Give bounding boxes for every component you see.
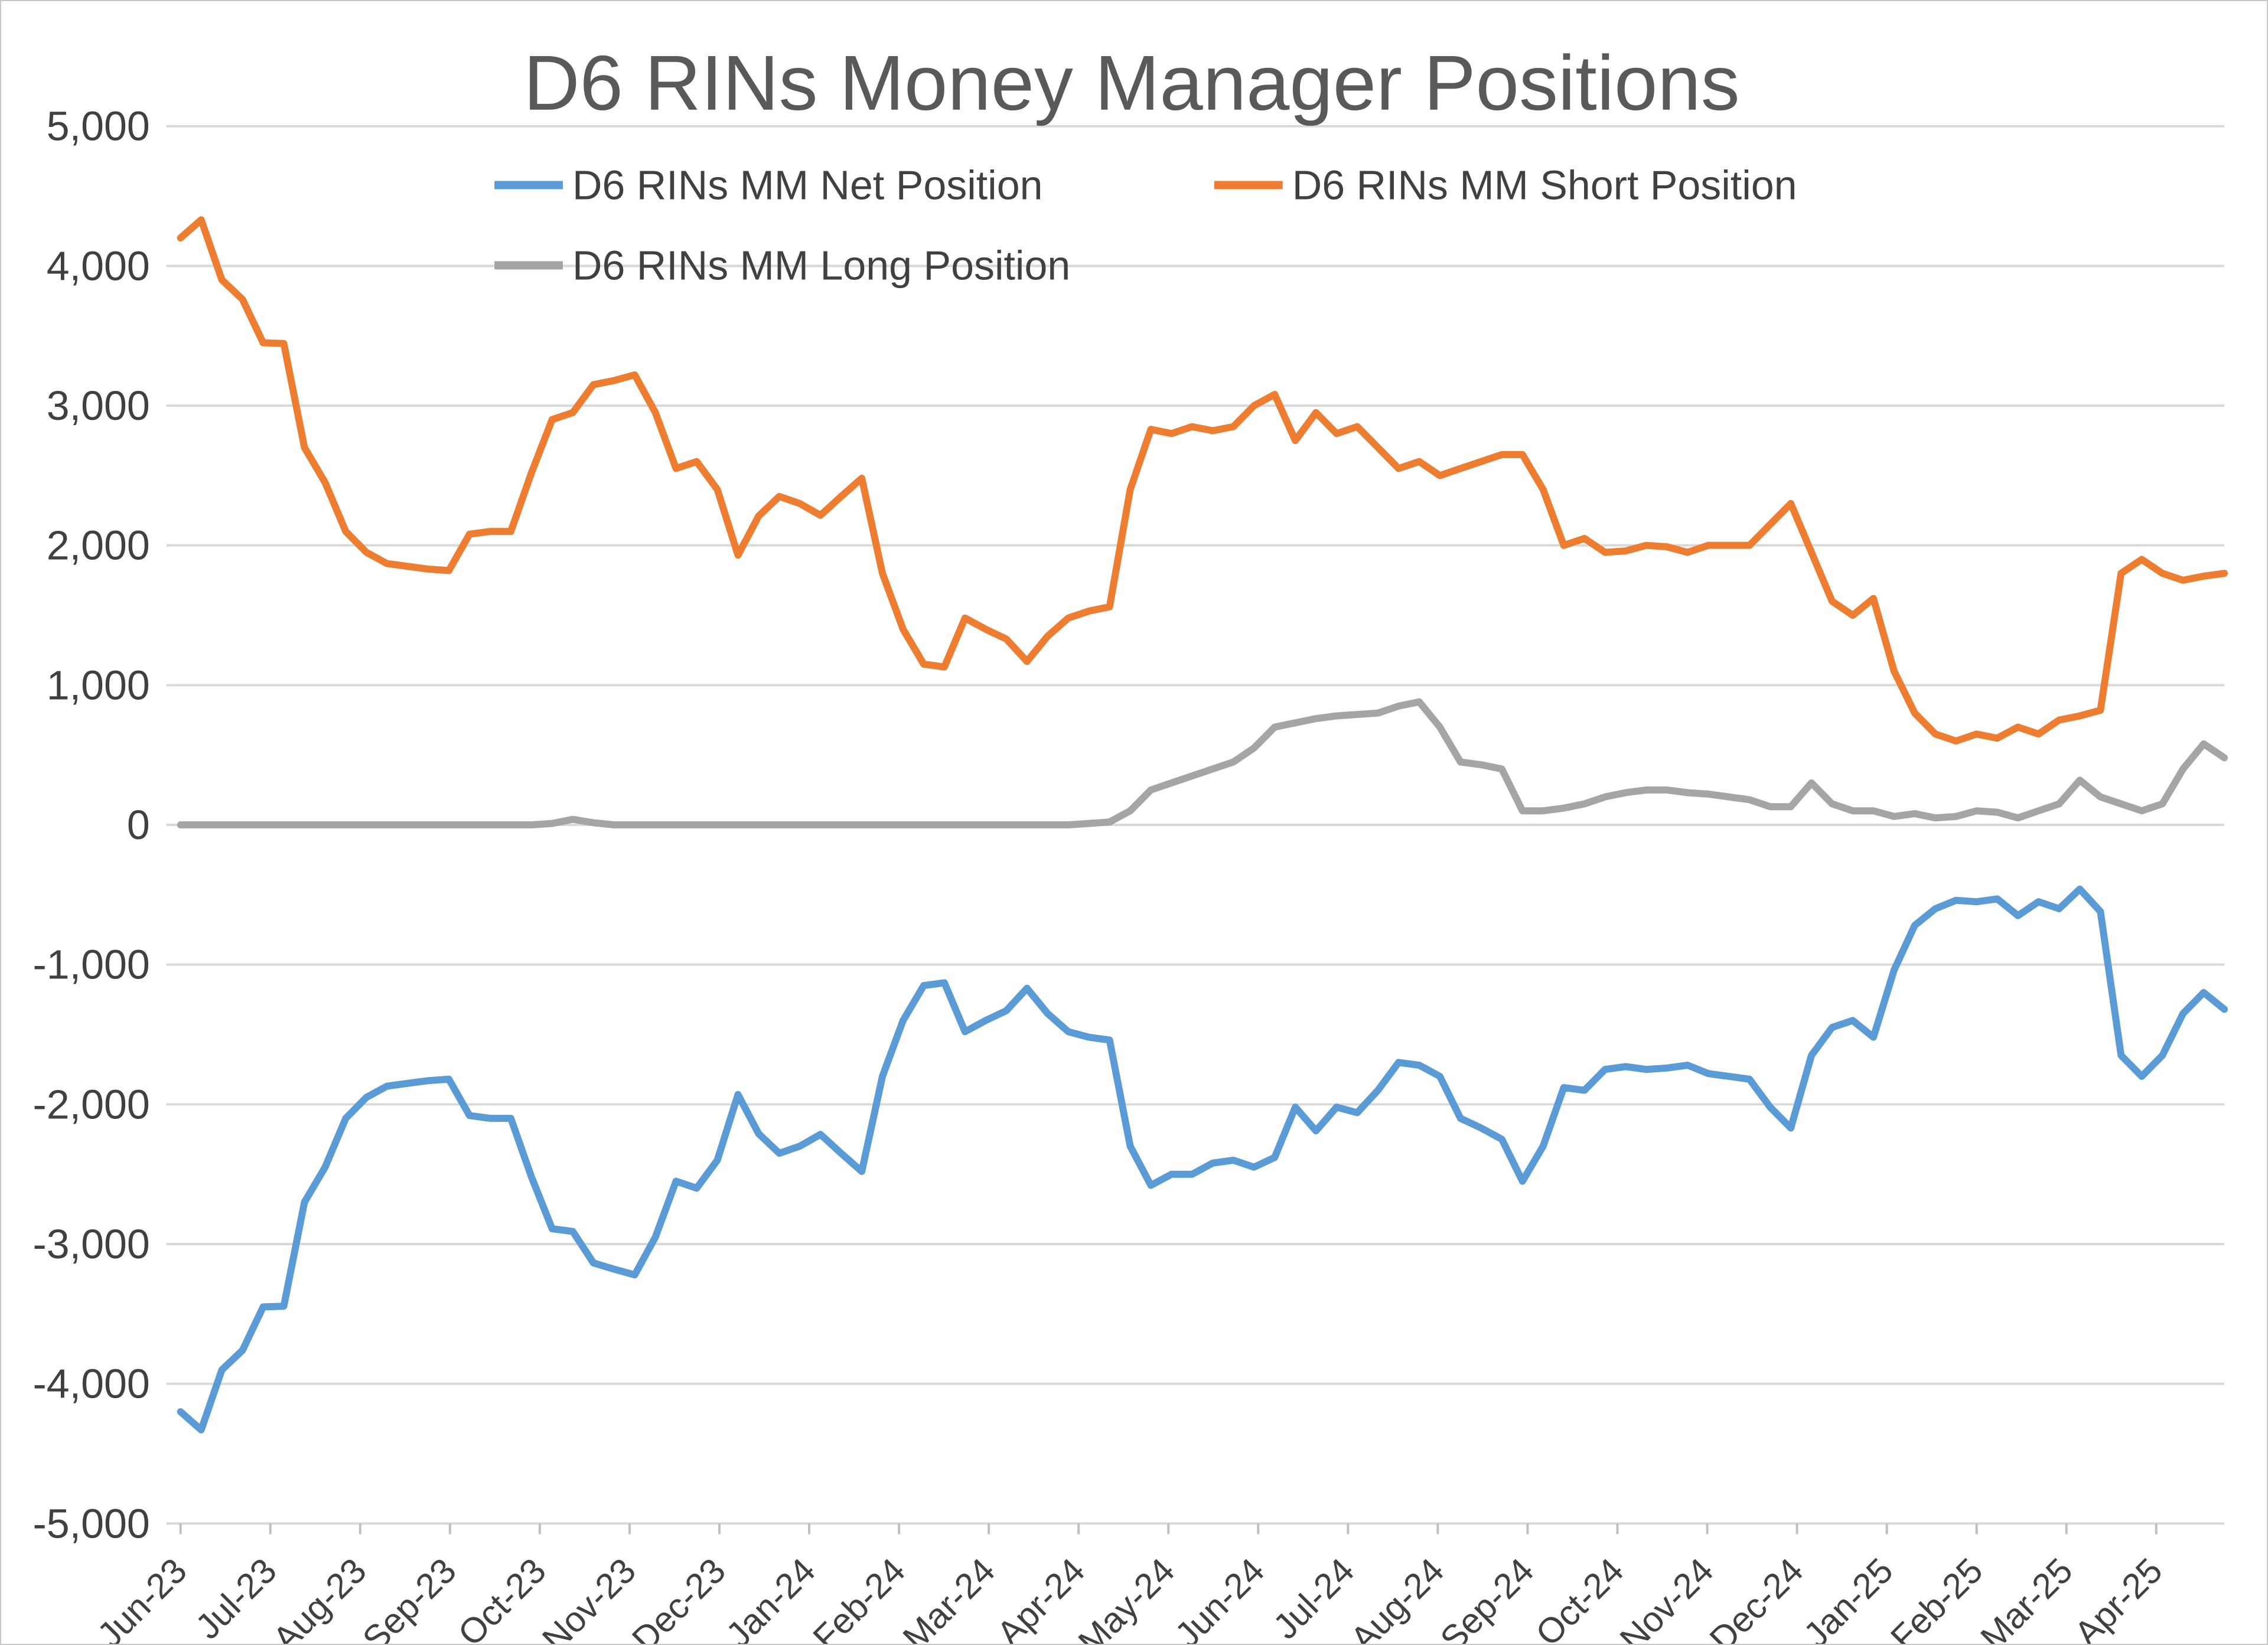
- legend-label-long: D6 RINs MM Long Position: [572, 242, 1070, 288]
- chart-title: D6 RINs Money Manager Positions: [523, 40, 1739, 126]
- x-axis-label: Mar-25: [1973, 1551, 2080, 1644]
- x-axis-label: Dec-24: [1702, 1551, 1811, 1644]
- x-axis-label: May-24: [1071, 1551, 1182, 1644]
- series-layer: [177, 216, 2228, 1434]
- x-axis-label: Sep-24: [1433, 1551, 1542, 1644]
- y-axis-label: 1,000: [47, 662, 150, 708]
- y-axis-label: 0: [127, 802, 150, 848]
- y-axis-label: -1,000: [32, 942, 149, 988]
- y-axis-label: -4,000: [32, 1361, 149, 1407]
- y-axis-label: -2,000: [32, 1081, 149, 1127]
- x-axis-label: Apr-25: [2067, 1551, 2170, 1644]
- y-axis-label: 4,000: [47, 243, 150, 289]
- series-line-short: [177, 216, 2228, 745]
- x-axis-label: Jun-23: [90, 1551, 194, 1644]
- x-axis-label: Mar-24: [895, 1551, 1003, 1644]
- y-axis-label: -3,000: [32, 1221, 149, 1267]
- x-axis-label: Dec-23: [624, 1551, 733, 1644]
- y-axis-label: -5,000: [32, 1500, 149, 1546]
- axis-layer: -5,000 -4,000 -3,000 -2,000 -1,000 0 1,000 2,00…: [32, 103, 2169, 1644]
- y-axis-label: 5,000: [47, 103, 150, 149]
- series-line-net: [177, 885, 2228, 1434]
- y-axis-label: 2,000: [47, 523, 150, 569]
- legend: D6 RINs MM Net Position D6 RINs MM Short…: [494, 162, 1797, 288]
- series-line-long: [177, 698, 2228, 828]
- legend-label-net: D6 RINs MM Net Position: [572, 162, 1043, 208]
- y-axis-label: 3,000: [47, 383, 150, 429]
- x-axis-label: Jun-24: [1167, 1551, 1272, 1644]
- legend-label-short: D6 RINs MM Short Position: [1292, 162, 1797, 208]
- x-axis-label: Sep-23: [355, 1551, 464, 1644]
